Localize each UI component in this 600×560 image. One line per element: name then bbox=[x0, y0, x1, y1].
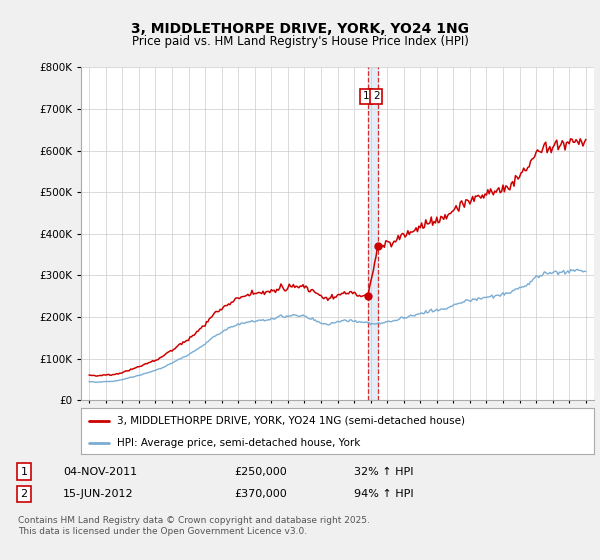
Text: HPI: Average price, semi-detached house, York: HPI: Average price, semi-detached house,… bbox=[117, 438, 360, 449]
Text: £370,000: £370,000 bbox=[234, 489, 287, 499]
Bar bbox=[368, 67, 378, 400]
Text: 15-JUN-2012: 15-JUN-2012 bbox=[63, 489, 134, 499]
Text: 94% ↑ HPI: 94% ↑ HPI bbox=[354, 489, 413, 499]
Text: 1: 1 bbox=[20, 466, 28, 477]
Text: 3, MIDDLETHORPE DRIVE, YORK, YO24 1NG: 3, MIDDLETHORPE DRIVE, YORK, YO24 1NG bbox=[131, 22, 469, 36]
Text: 2: 2 bbox=[20, 489, 28, 499]
Text: 3, MIDDLETHORPE DRIVE, YORK, YO24 1NG (semi-detached house): 3, MIDDLETHORPE DRIVE, YORK, YO24 1NG (s… bbox=[117, 416, 465, 426]
Text: 2: 2 bbox=[373, 91, 379, 101]
Text: Contains HM Land Registry data © Crown copyright and database right 2025.
This d: Contains HM Land Registry data © Crown c… bbox=[18, 516, 370, 536]
Text: 32% ↑ HPI: 32% ↑ HPI bbox=[354, 466, 413, 477]
Text: Price paid vs. HM Land Registry's House Price Index (HPI): Price paid vs. HM Land Registry's House … bbox=[131, 35, 469, 48]
Text: 04-NOV-2011: 04-NOV-2011 bbox=[63, 466, 137, 477]
Text: 1: 1 bbox=[363, 91, 370, 101]
Text: £250,000: £250,000 bbox=[234, 466, 287, 477]
